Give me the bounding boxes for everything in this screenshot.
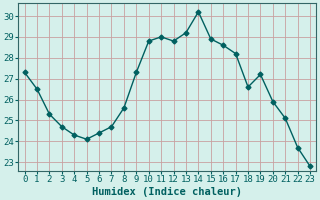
- X-axis label: Humidex (Indice chaleur): Humidex (Indice chaleur): [92, 186, 242, 197]
